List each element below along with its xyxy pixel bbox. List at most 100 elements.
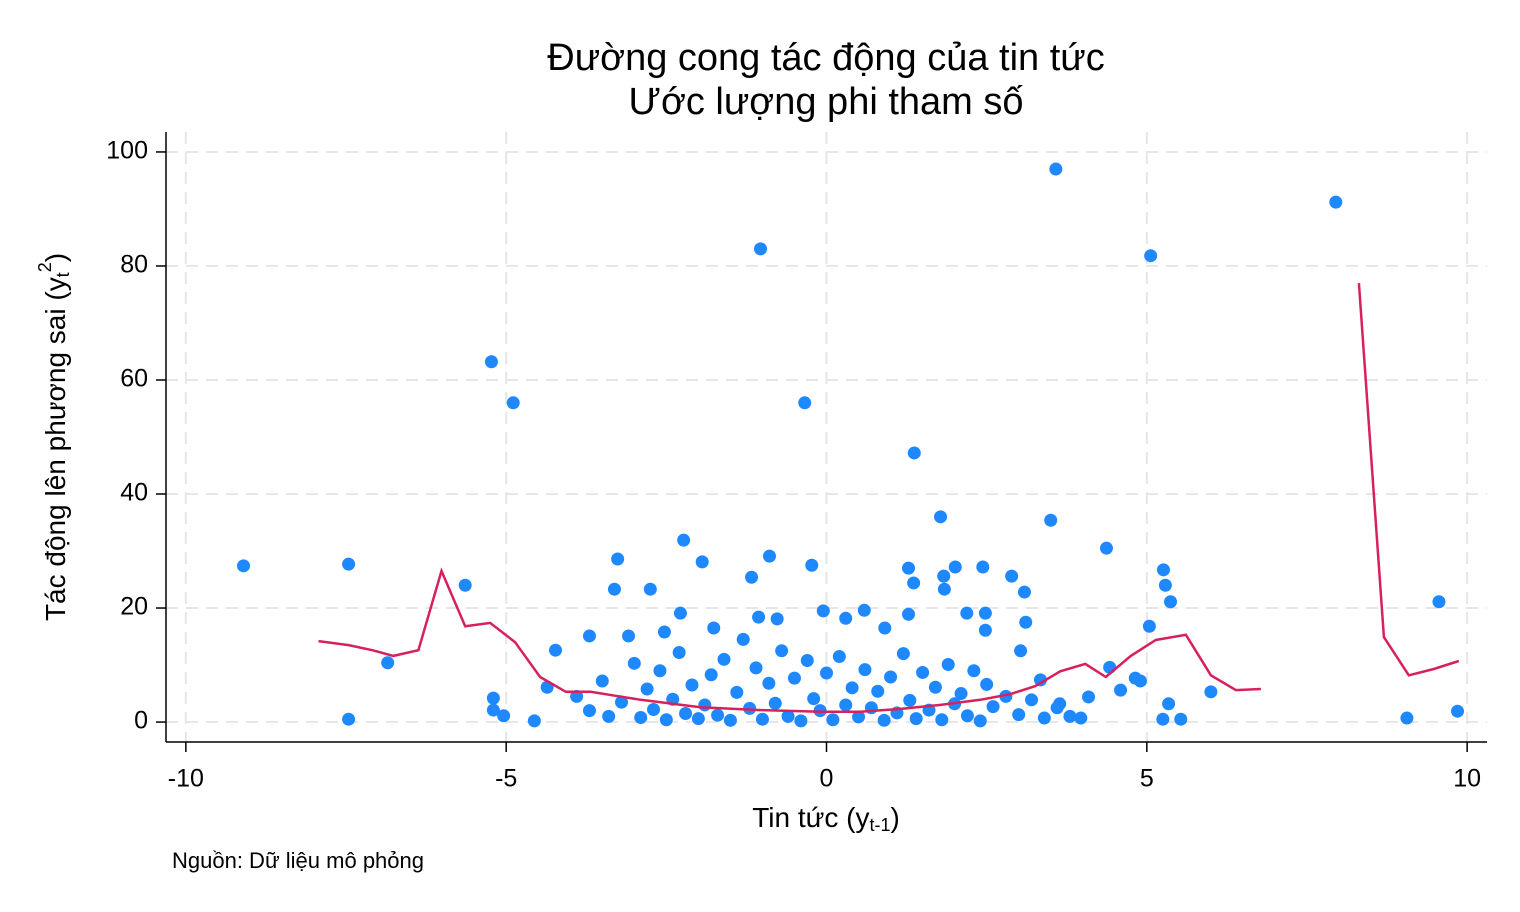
plot-area <box>237 162 1465 728</box>
y-axis-title-sub: t <box>53 272 73 277</box>
scatter-point <box>948 560 962 574</box>
scatter-point <box>570 689 584 703</box>
scatter-point <box>497 709 511 723</box>
scatter-point <box>752 610 766 624</box>
scatter-point <box>937 582 951 596</box>
scatter-point <box>973 714 987 728</box>
y-axis-title-end: ) <box>40 253 71 262</box>
scatter-point <box>685 678 699 692</box>
scatter-point <box>877 713 891 727</box>
scatter-point <box>907 446 921 460</box>
scatter-point <box>798 396 812 410</box>
line <box>318 283 1460 714</box>
scatter-point <box>582 704 596 718</box>
scatter-point <box>653 664 667 678</box>
scatter-point <box>342 557 356 571</box>
scatter-point <box>486 703 500 717</box>
y-axis-title-sup: 2 <box>35 262 55 272</box>
scatter-point <box>717 652 731 666</box>
scatter-point <box>1063 709 1077 723</box>
scatter-point <box>640 682 654 696</box>
scatter-point <box>845 681 859 695</box>
scatter-point <box>486 691 500 705</box>
scatter-point <box>787 671 801 685</box>
scatter-point <box>711 708 725 722</box>
scatter-point <box>1037 711 1051 725</box>
scatter-point <box>1329 195 1343 209</box>
scatter-point <box>484 355 498 369</box>
scatter-point <box>1017 585 1031 599</box>
scatter-point <box>820 666 833 680</box>
scatter-point <box>595 674 609 688</box>
scatter-point <box>1103 660 1117 674</box>
scatter-point <box>916 665 930 679</box>
scatter-point <box>978 606 992 620</box>
scatter-point <box>762 676 776 690</box>
scatter-point <box>816 604 830 618</box>
scatter-point <box>749 661 763 675</box>
y-tick-label: 0 <box>134 707 148 735</box>
scatter-point <box>852 710 866 724</box>
scatter-point <box>1014 644 1028 658</box>
scatter-point <box>902 561 916 575</box>
scatter-point <box>607 582 621 596</box>
scatter-point <box>1174 712 1188 726</box>
scatter-point <box>768 696 782 710</box>
x-tick-label: -10 <box>168 765 204 793</box>
scatter-point <box>794 714 808 728</box>
scatter-point <box>695 555 709 569</box>
scatter-point <box>826 713 840 727</box>
scatter-point <box>1082 690 1096 704</box>
scatter-point <box>736 632 750 646</box>
scatter-point <box>730 685 744 699</box>
scatter-point <box>937 569 951 583</box>
x-tick-label: -5 <box>495 765 517 793</box>
scatter-point <box>1451 704 1465 718</box>
scatter-point <box>960 606 974 620</box>
scatter-point <box>807 692 821 706</box>
scatter-point <box>1142 619 1156 633</box>
scatter-point <box>980 677 994 691</box>
scatter-point <box>458 578 472 592</box>
scatter-point <box>634 710 648 724</box>
scatter-point <box>1099 541 1113 555</box>
scatter-point <box>884 670 898 684</box>
scatter-point <box>582 629 596 643</box>
scatter-point <box>527 714 541 728</box>
scatter-point <box>978 623 992 637</box>
scatter-point <box>659 713 673 727</box>
scatter-point <box>1049 162 1063 176</box>
scatter-point <box>691 712 705 726</box>
scatter-point <box>698 698 712 712</box>
scatter-point <box>707 621 721 635</box>
scatter-point <box>237 559 251 573</box>
scatter-point <box>704 668 718 682</box>
scatter-point <box>1158 578 1172 592</box>
scatter-point <box>677 533 691 547</box>
scatter-point <box>755 712 769 726</box>
scatter-point <box>954 687 968 701</box>
x-tick-label: 0 <box>820 765 834 793</box>
scatter-point <box>1204 685 1218 699</box>
scatter-point <box>1050 701 1064 715</box>
x-axis-title-sub: t-1 <box>869 815 890 835</box>
scatter-point <box>941 657 955 671</box>
scatter-point <box>602 709 616 723</box>
scatter-point <box>1012 708 1026 722</box>
scatter-point <box>1156 563 1170 577</box>
x-axis-title-text: Tin tức (y <box>752 802 869 833</box>
chart-subtitle: Ước lượng phi tham số <box>629 81 1024 123</box>
scatter-point <box>1114 683 1128 697</box>
scatter-point <box>627 656 641 670</box>
scatter-point <box>1432 595 1446 609</box>
y-tick-label: 80 <box>120 251 148 279</box>
y-tick-label: 20 <box>120 593 148 621</box>
scatter-point <box>832 649 846 663</box>
scatter-point <box>967 664 981 678</box>
scatter-point <box>1033 673 1047 687</box>
scatter-point <box>745 570 759 584</box>
scatter-point <box>935 713 949 727</box>
scatter-point <box>858 663 872 677</box>
scatter-point <box>986 700 1000 714</box>
